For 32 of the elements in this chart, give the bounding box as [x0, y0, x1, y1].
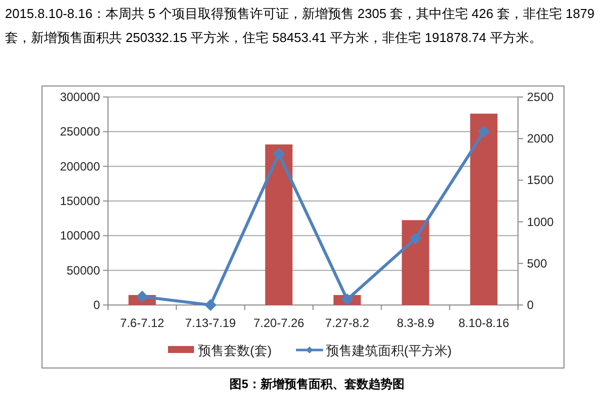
legend-label: 预售套数(套)	[198, 343, 272, 358]
x-tick-label: 8.3-8.9	[396, 316, 435, 330]
y2-tick-label: 2000	[527, 132, 554, 146]
point	[136, 290, 148, 303]
point	[410, 232, 422, 244]
y-tick-label: 50000	[66, 263, 100, 278]
bar	[265, 144, 292, 305]
point	[272, 148, 285, 160]
y2-tick-label: 2500	[527, 90, 554, 104]
y2-tick-label: 0	[527, 298, 534, 312]
y2-tick-label: 1000	[527, 214, 554, 229]
point	[478, 126, 490, 138]
y2-tick-label: 500	[527, 256, 548, 270]
y-tick-label: 300000	[60, 90, 100, 104]
bar	[470, 114, 498, 305]
legend-label: 预售建筑面积(平方米)	[326, 343, 452, 358]
point	[341, 293, 354, 306]
y2-tick-label: 1500	[527, 173, 554, 188]
x-tick-label: 7.6-7.12	[120, 316, 165, 330]
x-tick-label: 7.13-7.19	[185, 316, 236, 330]
y-tick-label: 150000	[60, 194, 100, 208]
point	[204, 299, 216, 311]
text: 图5：新增预售面积、套数趋势图	[230, 377, 404, 391]
x-tick-label: 7.27-8.2	[325, 316, 370, 330]
y-tick-label: 200000	[60, 159, 100, 174]
text: 2015.8.10-8.16：本周共 5 个项目取得预售许可证，新增预售 2305 套，其中住宅 426 套，非住宅 1879 套，新增预售面积共 250332.15 平方米，住宅 58453.41 平方米，非住宅 191878.74 平方米。	[5, 5, 596, 47]
y-tick-label: 250000	[60, 124, 100, 139]
x-tick-label: 7.20-7.26	[253, 316, 305, 330]
x-tick-label: 8.10-8.16	[458, 316, 510, 330]
bar	[402, 220, 430, 305]
y-tick-label: 0	[93, 298, 100, 312]
y-tick-label: 100000	[60, 228, 100, 243]
